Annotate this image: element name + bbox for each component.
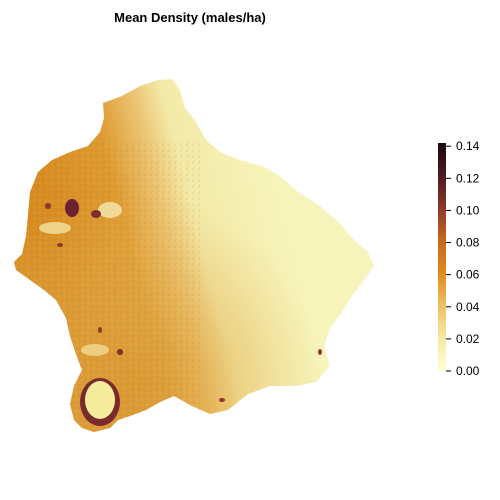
legend-tick-label: 0.06 bbox=[456, 268, 480, 282]
legend-tick-label: 0.12 bbox=[456, 171, 480, 185]
legend-ticks: 0.00 0.02 0.04 0.06 0.08 0.10 0.12 0.14 bbox=[446, 139, 480, 378]
legend-tick-label: 0.02 bbox=[456, 332, 480, 346]
legend-tick-label: 0.10 bbox=[456, 203, 480, 217]
legend-tick-label: 0.00 bbox=[456, 364, 480, 378]
legend-colorbar bbox=[438, 143, 446, 371]
legend-tick-label: 0.08 bbox=[456, 236, 480, 250]
legend-tick-label: 0.04 bbox=[456, 300, 480, 314]
map-title: Mean Density (males/ha) bbox=[114, 10, 266, 25]
legend-tick-label: 0.14 bbox=[456, 139, 480, 153]
